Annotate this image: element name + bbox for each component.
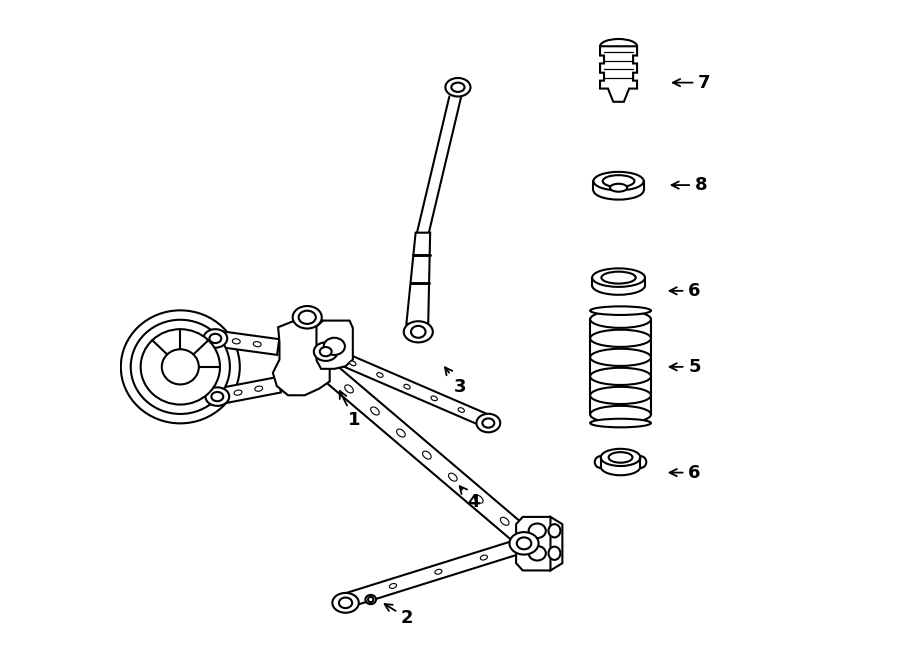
Ellipse shape bbox=[448, 473, 457, 481]
Text: 6: 6 bbox=[670, 282, 701, 300]
Ellipse shape bbox=[253, 342, 261, 347]
Ellipse shape bbox=[600, 449, 641, 466]
Ellipse shape bbox=[368, 597, 373, 602]
Ellipse shape bbox=[234, 390, 242, 395]
Ellipse shape bbox=[140, 329, 220, 405]
Polygon shape bbox=[273, 317, 337, 395]
Ellipse shape bbox=[423, 451, 431, 459]
Text: 5: 5 bbox=[670, 358, 701, 376]
Ellipse shape bbox=[593, 172, 644, 190]
Ellipse shape bbox=[474, 495, 483, 503]
Ellipse shape bbox=[458, 408, 464, 412]
Ellipse shape bbox=[397, 429, 405, 437]
Ellipse shape bbox=[130, 320, 230, 414]
Polygon shape bbox=[214, 330, 279, 355]
Ellipse shape bbox=[608, 452, 633, 463]
Ellipse shape bbox=[203, 329, 227, 348]
Ellipse shape bbox=[500, 518, 509, 525]
Ellipse shape bbox=[517, 537, 531, 549]
Ellipse shape bbox=[232, 338, 240, 344]
Ellipse shape bbox=[476, 414, 500, 432]
Ellipse shape bbox=[590, 349, 651, 366]
Ellipse shape bbox=[509, 532, 538, 555]
Ellipse shape bbox=[365, 595, 376, 604]
Polygon shape bbox=[516, 517, 558, 570]
Polygon shape bbox=[317, 321, 353, 369]
Ellipse shape bbox=[339, 598, 352, 608]
Ellipse shape bbox=[377, 373, 383, 377]
Text: 8: 8 bbox=[671, 176, 707, 194]
Polygon shape bbox=[407, 233, 430, 324]
Ellipse shape bbox=[590, 387, 651, 404]
Polygon shape bbox=[346, 537, 532, 607]
Ellipse shape bbox=[528, 546, 545, 561]
Ellipse shape bbox=[590, 330, 651, 347]
Ellipse shape bbox=[162, 349, 199, 385]
Text: 7: 7 bbox=[673, 73, 711, 92]
Polygon shape bbox=[323, 346, 491, 428]
Ellipse shape bbox=[592, 268, 645, 287]
Ellipse shape bbox=[371, 407, 379, 415]
Ellipse shape bbox=[292, 306, 322, 329]
Polygon shape bbox=[600, 46, 637, 102]
Ellipse shape bbox=[590, 306, 651, 315]
Ellipse shape bbox=[390, 584, 397, 588]
Text: 6: 6 bbox=[670, 463, 701, 482]
Ellipse shape bbox=[446, 78, 471, 97]
Ellipse shape bbox=[212, 392, 223, 401]
Ellipse shape bbox=[590, 406, 651, 423]
Ellipse shape bbox=[548, 547, 561, 560]
Ellipse shape bbox=[404, 321, 433, 342]
Polygon shape bbox=[317, 360, 537, 551]
Ellipse shape bbox=[590, 311, 651, 328]
Ellipse shape bbox=[603, 175, 634, 187]
Ellipse shape bbox=[481, 555, 488, 560]
Ellipse shape bbox=[320, 347, 332, 356]
Ellipse shape bbox=[121, 311, 239, 424]
Ellipse shape bbox=[332, 593, 359, 613]
Ellipse shape bbox=[324, 338, 345, 355]
Ellipse shape bbox=[205, 387, 230, 406]
Ellipse shape bbox=[590, 419, 651, 428]
Polygon shape bbox=[216, 377, 281, 405]
Ellipse shape bbox=[435, 569, 442, 574]
Ellipse shape bbox=[255, 386, 263, 391]
Text: 1: 1 bbox=[340, 391, 360, 429]
Ellipse shape bbox=[610, 184, 627, 192]
Ellipse shape bbox=[411, 326, 426, 338]
Ellipse shape bbox=[482, 418, 494, 428]
Ellipse shape bbox=[548, 524, 561, 537]
Ellipse shape bbox=[299, 311, 316, 324]
Text: 4: 4 bbox=[460, 486, 480, 512]
Ellipse shape bbox=[210, 334, 221, 343]
Text: 2: 2 bbox=[384, 604, 413, 627]
Polygon shape bbox=[551, 517, 562, 570]
Ellipse shape bbox=[528, 524, 545, 538]
Ellipse shape bbox=[345, 385, 354, 393]
Ellipse shape bbox=[350, 361, 356, 366]
Ellipse shape bbox=[404, 384, 410, 389]
Ellipse shape bbox=[601, 272, 635, 284]
Text: 3: 3 bbox=[445, 368, 466, 396]
Ellipse shape bbox=[590, 368, 651, 385]
Ellipse shape bbox=[431, 396, 437, 401]
Ellipse shape bbox=[314, 342, 338, 361]
Ellipse shape bbox=[451, 83, 464, 92]
